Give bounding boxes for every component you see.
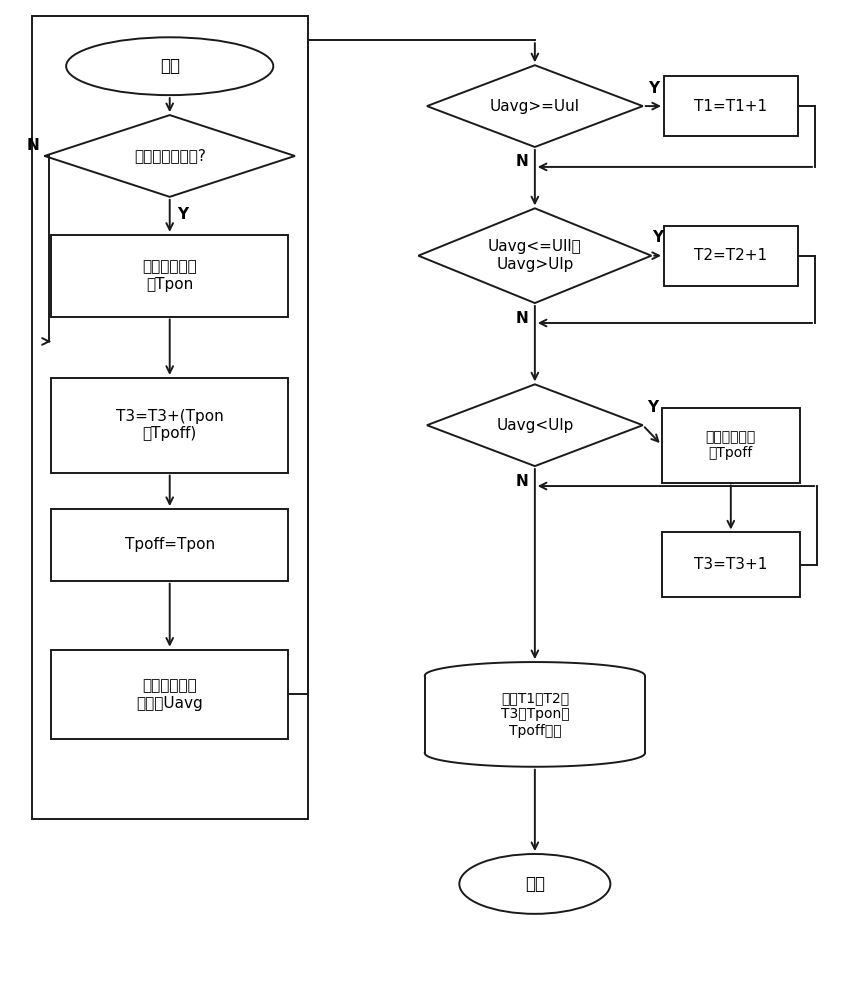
- Bar: [31, 16, 307, 819]
- Text: 读取分钟电压
平均値Uavg: 读取分钟电压 平均値Uavg: [136, 678, 204, 711]
- Bar: [664, 76, 798, 136]
- Text: Uavg<=Ull且
Uavg>Ulp: Uavg<=Ull且 Uavg>Ulp: [488, 239, 582, 272]
- Text: Y: Y: [178, 207, 188, 222]
- Bar: [425, 676, 645, 753]
- Text: T3=T3+1: T3=T3+1: [695, 557, 767, 572]
- Text: 是否停电后复电?: 是否停电后复电?: [133, 148, 205, 163]
- Bar: [51, 235, 288, 317]
- Text: T3=T3+(Tpon
－Tpoff): T3=T3+(Tpon －Tpoff): [116, 409, 223, 441]
- Polygon shape: [427, 65, 643, 147]
- Polygon shape: [44, 115, 295, 197]
- Text: 读取当前时间
到Tpon: 读取当前时间 到Tpon: [142, 259, 197, 292]
- Bar: [51, 650, 288, 739]
- Text: 存储T1、T2、
T3、Tpon、
Tpoff数据: 存储T1、T2、 T3、Tpon、 Tpoff数据: [501, 691, 569, 738]
- Text: Uavg>=Uul: Uavg>=Uul: [490, 99, 580, 114]
- Ellipse shape: [66, 37, 274, 95]
- Text: N: N: [515, 474, 528, 489]
- Text: Y: Y: [648, 81, 659, 96]
- Text: N: N: [515, 311, 528, 326]
- Text: Y: Y: [652, 230, 663, 245]
- Bar: [51, 378, 288, 473]
- Polygon shape: [427, 384, 643, 466]
- Text: 读取系统时间
到Tpoff: 读取系统时间 到Tpoff: [706, 430, 756, 460]
- Bar: [51, 509, 288, 581]
- Text: N: N: [515, 154, 528, 169]
- Ellipse shape: [459, 854, 611, 914]
- Text: N: N: [27, 138, 40, 153]
- Polygon shape: [418, 208, 651, 303]
- Text: T2=T2+1: T2=T2+1: [695, 248, 767, 263]
- Text: T1=T1+1: T1=T1+1: [695, 99, 767, 114]
- Bar: [662, 408, 800, 483]
- Text: Uavg<Ulp: Uavg<Ulp: [496, 418, 573, 433]
- Text: Tpoff=Tpon: Tpoff=Tpon: [125, 537, 215, 552]
- Text: 结束: 结束: [525, 875, 545, 893]
- Text: Y: Y: [647, 400, 658, 415]
- Text: 开始: 开始: [159, 57, 180, 75]
- Bar: [662, 532, 800, 597]
- Bar: [664, 226, 798, 286]
